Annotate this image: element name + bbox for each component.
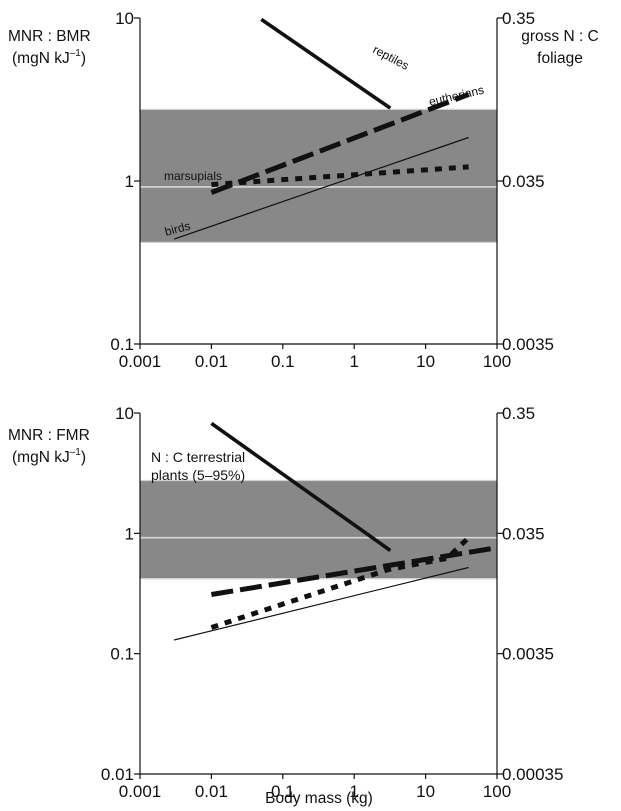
series-reptiles-bmr [260,17,392,110]
x-tick-label-bmr-5: 100 [483,352,511,371]
nc-band-bmr [140,109,497,243]
series-reptiles-fmr [210,421,392,552]
y2-tick-label-fmr-3: 0.35 [502,404,535,423]
series-marsupials-bmr [211,164,469,188]
panel-fmr-y-label-close: ) [81,449,86,466]
x-tick-label-bmr-4: 10 [416,352,435,371]
panel-bmr-y2-label-line1: gross N : C [521,28,599,45]
series-eutherians-fmr [210,545,498,597]
series-marsupials-fmr [210,535,471,630]
y-tick-label-bmr-0: 0.1 [110,335,134,354]
x-tick-label-bmr-3: 1 [349,352,358,371]
y2-tick-label-bmr-1: 0.035 [502,172,545,191]
band-label-line1: N : C terrestrial [151,449,245,465]
y2-tick-label-bmr-0: 0.0035 [502,335,554,354]
panel-fmr-y-label-line2: (mgN kJ–1) [12,447,86,466]
y-tick-label-bmr-2: 10 [115,9,134,28]
x-tick-label-bmr-1: 0.01 [195,352,228,371]
series-birds-bmr [173,136,469,240]
x-tick-label-fmr-1: 0.01 [195,782,228,801]
y2-tick-label-fmr-2: 0.035 [502,524,545,543]
panel-fmr: 0.001 0.01 0.1 1 10 1000.010.11100.000350.003… [8,404,563,807]
label-eutherians: eutherians [428,83,486,109]
y-tick-label-fmr-3: 10 [115,404,134,423]
label-reptiles: reptiles [371,42,412,73]
y2-tick-label-fmr-0: 0.00035 [502,765,563,784]
y2-tick-label-bmr-2: 0.35 [502,9,535,28]
panel-bmr-y-label-sup: –1 [70,48,82,59]
panel-bmr-y-label-unit: (mgN kJ [12,50,70,67]
x-tick-label-fmr-5: 100 [483,782,511,801]
panel-bmr-y-label-line2: (mgN kJ–1) [12,48,86,67]
y-tick-label-fmr-0: 0.01 [101,765,134,784]
y-tick-label-bmr-1: 1 [125,172,134,191]
panel-fmr-y-label-unit: (mgN kJ [12,449,70,466]
panel-fmr-y-label-sup: –1 [70,447,82,458]
panel-fmr-y-label-line1: MNR : FMR [8,427,90,444]
panel-bmr-y-label-line1: MNR : BMR [8,28,91,45]
series-eutherians-bmr [210,92,470,195]
panel-bmr: 0.001 0.01 0.1 1 10 1000.11100.00350.0350.35 … [8,9,599,371]
label-marsupials: marsupials [164,169,222,183]
panel-bmr-y-label-close: ) [81,50,86,67]
label-birds: birds [163,219,192,239]
nc-band-fmr [140,480,497,579]
panel-bmr-y2-label-line2: foliage [537,50,583,67]
y-tick-label-fmr-2: 1 [125,524,134,543]
series-birds-fmr [173,566,469,641]
band-label-line2: plants (5–95%) [151,467,245,483]
y2-tick-label-fmr-1: 0.0035 [502,645,554,664]
x-tick-label-fmr-0: 0.001 [119,782,162,801]
x-tick-label-fmr-2: 0.1 [271,782,295,801]
x-axis-label: Body mass (kg) [265,790,373,807]
x-tick-label-fmr-3: 1 [349,782,358,801]
x-tick-label-bmr-2: 0.1 [271,352,295,371]
y-tick-label-fmr-1: 0.1 [110,645,134,664]
x-tick-label-bmr-0: 0.001 [119,352,162,371]
x-tick-label-fmr-4: 10 [416,782,435,801]
